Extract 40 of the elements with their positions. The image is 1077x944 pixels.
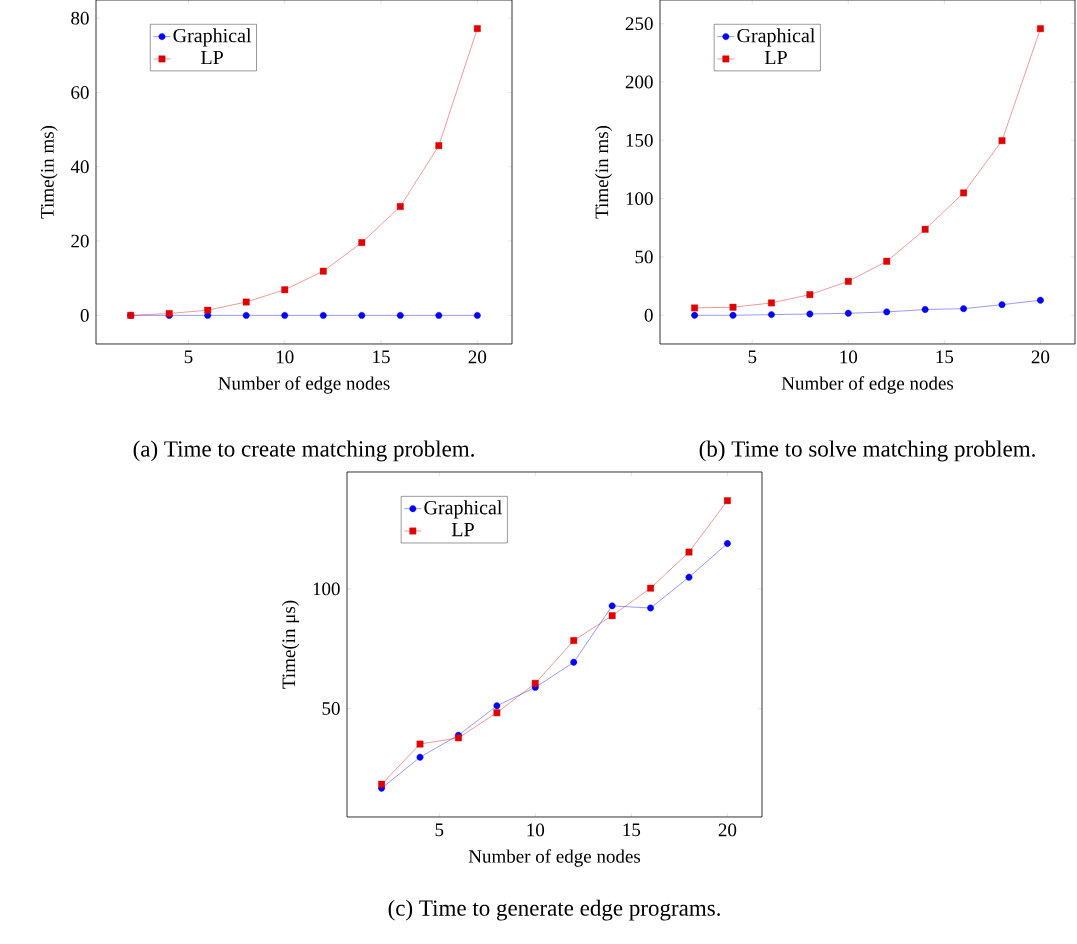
y-tick-label: 60 [71, 86, 89, 99]
x-tick-label: 15 [936, 350, 954, 364]
x-axis-title: Number of edge nodes [218, 376, 390, 394]
y-tick-label: 50 [635, 250, 653, 264]
text: (c) Time to generate edge programs. [388, 899, 720, 921]
y-tick-label: 0 [80, 308, 89, 322]
x-tick-label: 5 [435, 823, 444, 837]
legend-label: Graphical [424, 500, 503, 519]
x-tick-label: 10 [276, 350, 294, 364]
y-tick-label: 80 [71, 11, 89, 25]
x-axis-title: Number of edge nodes [468, 849, 641, 867]
y-tick-label: 100 [313, 582, 340, 596]
text: (b) Time to solve matching problem. [699, 440, 1035, 462]
y-tick-label: 50 [322, 702, 340, 715]
x-tick-label: 15 [623, 823, 641, 837]
text: (a) Time to create matching problem. [133, 440, 474, 462]
legend-label: LP [764, 50, 787, 65]
y-tick-label: 200 [625, 75, 653, 89]
x-tick-label: 20 [1031, 350, 1050, 364]
x-tick-label: 5 [748, 350, 757, 364]
y-axis-title: Time(in ms) [594, 125, 613, 219]
x-tick-label: 10 [840, 350, 858, 364]
legend-label: LP [451, 523, 474, 537]
y-axis-title: Time(in ms) [40, 125, 58, 219]
y-tick-label: 100 [626, 192, 653, 206]
x-tick-label: 20 [468, 350, 487, 364]
legend-label: Graphical [173, 28, 252, 47]
y-tick-label: 150 [626, 133, 653, 147]
x-tick-label: 5 [184, 350, 193, 364]
y-tick-label: 20 [71, 234, 89, 248]
x-tick-label: 15 [373, 350, 390, 364]
x-tick-label: 20 [718, 823, 737, 837]
legend-label: Graphical [737, 28, 816, 47]
y-axis-title: Time(in μs) [281, 600, 300, 689]
y-tick-label: 250 [625, 17, 653, 31]
x-tick-label: 10 [527, 823, 545, 837]
x-axis-title: Number of edge nodes [781, 376, 954, 394]
y-tick-label: 40 [70, 160, 89, 174]
y-tick-label: 0 [644, 308, 653, 322]
legend-label: LP [201, 50, 223, 65]
